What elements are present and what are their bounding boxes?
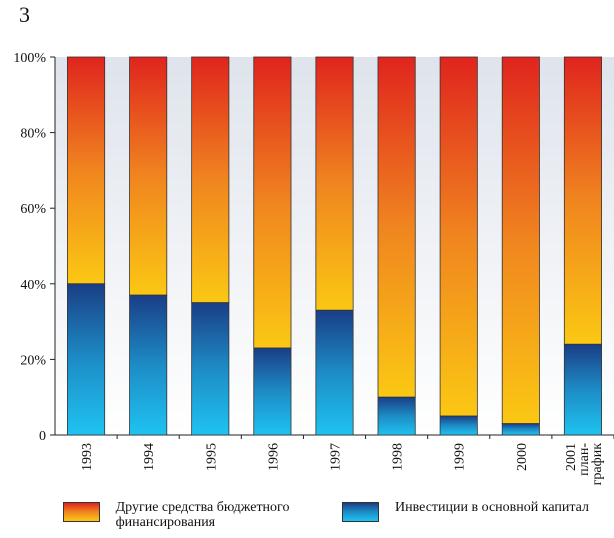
x-tick-label: план- xyxy=(577,443,592,476)
bar-other-8 xyxy=(563,56,602,345)
x-tick-label: 1997 xyxy=(329,443,344,471)
bar-other-6 xyxy=(439,56,478,417)
bar-other-7 xyxy=(501,56,540,425)
bar-invest-6 xyxy=(439,415,478,436)
legend-swatch-invest xyxy=(342,502,379,522)
x-tick-label: график xyxy=(590,443,605,486)
y-tick-label: 40% xyxy=(20,278,46,293)
bar-other-2 xyxy=(191,56,230,304)
x-tick-label: 1996 xyxy=(266,443,281,471)
y-tick-label: 20% xyxy=(20,353,46,368)
bar-invest-5 xyxy=(377,396,416,436)
legend-swatch-other xyxy=(63,502,100,522)
stacked-bar-chart: 020%40%60%80%100% 1993 1994 1995 1996 1997 19… xyxy=(13,51,614,486)
bar-other-4 xyxy=(315,56,354,311)
bar-invest-3 xyxy=(253,347,292,436)
bars xyxy=(67,56,614,439)
y-tick-label: 60% xyxy=(20,202,46,217)
x-tick-label: 1999 xyxy=(453,443,468,471)
legend-item-invest: Инвестиции в основной капитал xyxy=(342,500,589,522)
bar-other-3 xyxy=(253,56,292,349)
figure-number: 3 xyxy=(19,2,30,27)
x-tick-label: 1995 xyxy=(204,443,219,471)
x-axis-labels: 1993 1994 1995 1996 1997 1998 1999 2000 2001план… xyxy=(80,443,605,486)
bar-invest-1 xyxy=(129,294,168,436)
bar-invest-7 xyxy=(501,423,540,436)
bar-invest-4 xyxy=(315,309,354,436)
bar-invest-8 xyxy=(563,343,602,436)
bar-other-5 xyxy=(377,56,416,398)
x-tick-label: 1998 xyxy=(391,443,406,471)
y-tick-label: 80% xyxy=(20,127,46,142)
legend-label-invest: Инвестиции в основной капитал xyxy=(395,500,589,515)
x-tick-label: 2000 xyxy=(515,443,530,471)
legend-item-other: Другие средства бюджетного финансировани… xyxy=(63,500,333,530)
legend-label-other: Другие средства бюджетного финансировани… xyxy=(115,500,290,530)
y-tick-label: 0 xyxy=(39,429,46,444)
bar-invest-2 xyxy=(191,302,230,436)
bar-other-1 xyxy=(129,56,168,296)
x-tick-label: 2001 xyxy=(564,443,579,471)
x-tick-label: 1994 xyxy=(142,443,157,471)
x-tick-label: 1993 xyxy=(80,443,95,471)
bar-other-0 xyxy=(67,56,106,285)
y-tick-label: 100% xyxy=(13,51,46,66)
bar-invest-0 xyxy=(67,283,106,436)
